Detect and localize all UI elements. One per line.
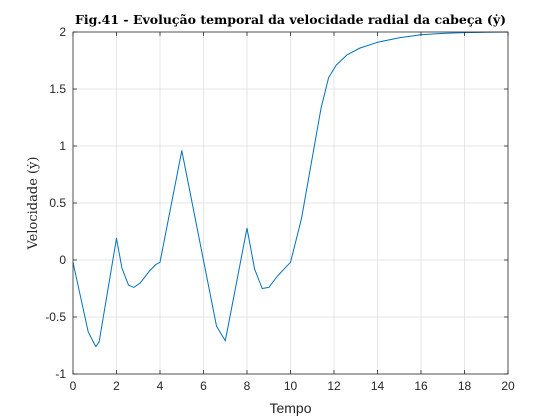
- y-tick-label: 1.5: [49, 82, 66, 96]
- chart-title: Fig.41 - Evolução temporal da velocidade…: [75, 12, 506, 27]
- x-tick-label: 20: [501, 379, 515, 393]
- x-axis-label: Tempo: [269, 400, 311, 416]
- y-tick-label: 0: [59, 253, 66, 267]
- y-tick-label: 2: [59, 25, 66, 39]
- ticks: 0 2 4 6 8 10 12 14 16 18 20 -1 -0.5 0 0.5 1 1.5 2: [45, 25, 515, 393]
- series-layer: [72, 31, 509, 348]
- y-tick-label: -0.5: [45, 310, 66, 324]
- x-tick-label: 2: [113, 379, 120, 393]
- series-line: [72, 31, 509, 348]
- grid: [73, 32, 508, 374]
- x-tick-label: 12: [327, 379, 341, 393]
- y-tick-label: 0.5: [49, 196, 66, 210]
- x-tick-label: 0: [70, 379, 77, 393]
- x-tick-label: 4: [157, 379, 164, 393]
- y-tick-label: -1: [55, 367, 66, 381]
- x-tick-label: 18: [458, 379, 472, 393]
- x-tick-label: 16: [414, 379, 428, 393]
- x-tick-label: 6: [200, 379, 207, 393]
- x-tick-label: 8: [244, 379, 251, 393]
- x-tick-label: 10: [284, 379, 298, 393]
- y-tick-label: 1: [59, 139, 66, 153]
- y-axis-label: Velocidade (ẏ): [26, 156, 41, 250]
- x-tick-label: 14: [371, 379, 385, 393]
